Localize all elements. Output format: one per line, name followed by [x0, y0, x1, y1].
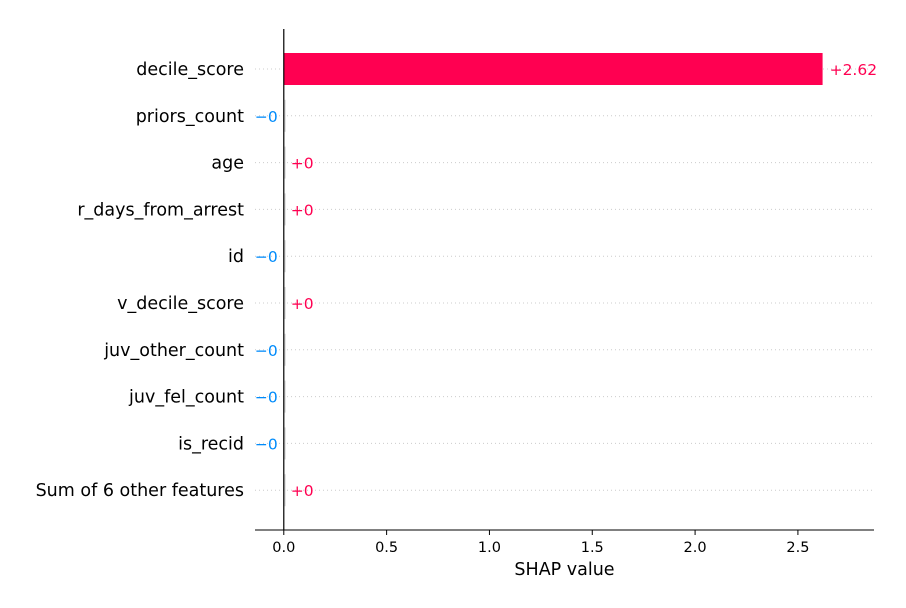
value-label: +0	[291, 482, 314, 500]
feature-label: decile_score	[136, 60, 244, 80]
feature-label: v_decile_score	[117, 294, 244, 314]
value-label: −0	[255, 342, 278, 360]
value-label: +0	[291, 201, 314, 219]
feature-label: age	[211, 154, 244, 174]
x-tick-label: 2.0	[684, 540, 707, 556]
feature-label: priors_count	[136, 107, 244, 127]
value-label: −0	[255, 108, 278, 126]
feature-label: id	[228, 247, 244, 267]
feature-label: juv_other_count	[103, 341, 244, 361]
x-tick-label: 1.0	[478, 540, 501, 556]
x-tick-label: 2.5	[786, 540, 809, 556]
x-tick-label: 0.0	[272, 540, 295, 556]
value-label: +2.62	[830, 61, 878, 79]
value-label: +0	[291, 155, 314, 173]
row-gridlines	[255, 68, 874, 491]
value-label: −0	[255, 248, 278, 266]
value-label: −0	[255, 435, 278, 453]
bars	[283, 53, 823, 507]
bar-0	[283, 53, 823, 85]
x-tick-label: 1.5	[581, 540, 604, 556]
value-labels: +2.62 −0 +0 +0 −0 +0 −0 −0 −0 +0	[255, 61, 877, 500]
x-axis-title: SHAP value	[514, 560, 614, 580]
feature-label: Sum of 6 other features	[36, 481, 244, 501]
x-axis: 0.0 0.5 1.0 1.5 2.0 2.5	[255, 529, 874, 556]
x-tick-label: 0.5	[375, 540, 398, 556]
feature-label: r_days_from_arrest	[77, 200, 244, 220]
value-label: +0	[291, 295, 314, 313]
value-label: −0	[255, 389, 278, 407]
feature-label: is_recid	[178, 434, 244, 454]
feature-label: juv_fel_count	[128, 388, 244, 408]
